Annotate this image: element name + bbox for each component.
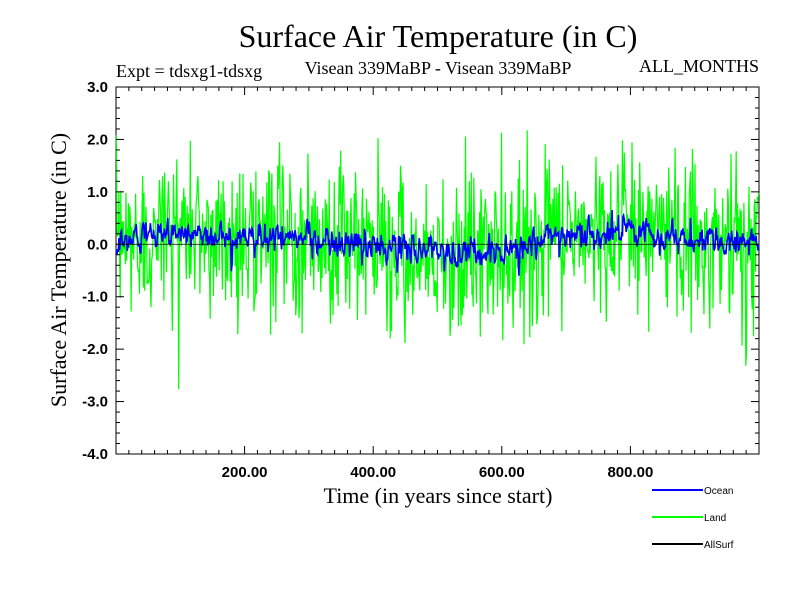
x-tick-label: 200.00 [222, 464, 268, 481]
legend-label-land: Land [704, 513, 726, 524]
legend: Ocean Land AllSurf [652, 486, 734, 551]
chart-subtitle-months: ALL_MONTHS [639, 56, 759, 76]
y-tick-label: -3.0 [82, 394, 108, 411]
x-axis-label: Time (in years since start) [324, 483, 553, 508]
y-tick-label: 1.0 [87, 184, 108, 201]
ocean-series [115, 210, 760, 276]
axis-ticks: 3.0 2.0 1.0 0.0 -1.0 -2.0 -3.0 -4.0 200.00 400.00… [82, 79, 759, 481]
y-tick-label: -1.0 [82, 289, 108, 306]
land-line [115, 130, 760, 390]
y-tick-label: 3.0 [87, 79, 108, 96]
land-series [115, 130, 760, 390]
chart-subtitle-periods: Visean 339MaBP - Visean 339MaBP [305, 58, 572, 78]
y-tick-label: 0.0 [87, 236, 108, 253]
ocean-line [115, 210, 760, 276]
y-tick-label: 2.0 [87, 131, 108, 148]
legend-label-allsurf: AllSurf [704, 540, 734, 551]
plot-area: 3.0 2.0 1.0 0.0 -1.0 -2.0 -3.0 -4.0 200.00 400.00… [82, 79, 760, 481]
chart-subtitle-experiment: Expt = tdsxg1-tdsxg [116, 61, 262, 81]
y-tick-label: -4.0 [82, 446, 108, 463]
x-tick-label: 400.00 [350, 464, 396, 481]
y-axis-label: Surface Air Temperature (in C) [46, 133, 71, 407]
y-tick-label: -2.0 [82, 341, 108, 358]
x-tick-label: 800.00 [607, 464, 653, 481]
chart-title: Surface Air Temperature (in C) [239, 18, 638, 54]
x-tick-label: 600.00 [479, 464, 525, 481]
legend-label-ocean: Ocean [704, 486, 733, 497]
